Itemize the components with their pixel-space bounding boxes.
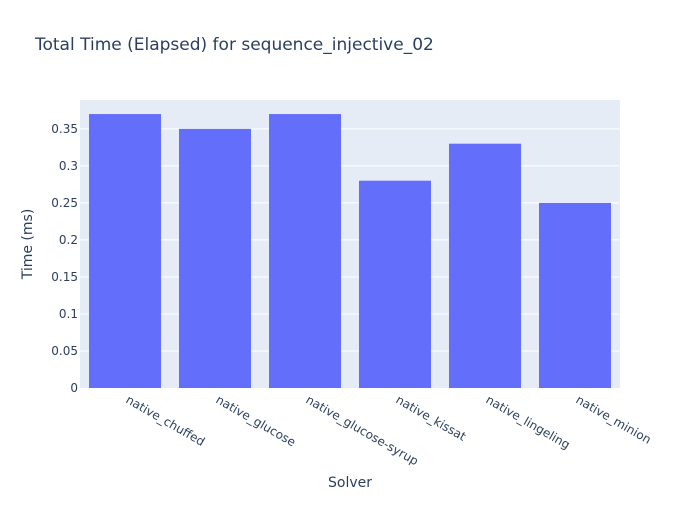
x-tick-label: native_kissat	[394, 392, 469, 443]
x-tick-label: native_lingeling	[484, 392, 573, 451]
chart-title: Total Time (Elapsed) for sequence_inject…	[34, 35, 434, 55]
x-tick-label: native_chuffed	[124, 392, 208, 448]
bar-native_minion[interactable]	[539, 202, 611, 388]
y-tick-label: 0.25	[51, 196, 78, 210]
bar-native_lingeling[interactable]	[449, 143, 521, 388]
y-tick-label: 0.05	[51, 344, 78, 358]
bar-native_chuffed[interactable]	[89, 114, 161, 389]
y-tick-label: 0	[70, 381, 78, 395]
y-axis-title: Time (ms)	[20, 209, 36, 281]
x-tick-label: native_glucose	[214, 392, 299, 449]
x-axis-ticks: native_chuffed native_glucose native_gluco…	[124, 392, 654, 468]
y-tick-label: 0.3	[59, 159, 78, 173]
x-axis-title: Solver	[328, 475, 372, 491]
y-tick-label: 0.1	[59, 307, 78, 321]
grid-lines	[80, 128, 620, 352]
y-tick-label: 0.35	[51, 122, 78, 136]
y-tick-label: 0.15	[51, 270, 78, 284]
bars	[89, 114, 611, 389]
plot-area	[80, 100, 620, 388]
x-tick-label: native_minion	[574, 392, 654, 446]
bar-native_glucose[interactable]	[179, 128, 251, 389]
bar-native_glucose-syrup[interactable]	[269, 114, 341, 389]
y-tick-label: 0.2	[59, 233, 78, 247]
y-axis-ticks: 0 0.05 0.1 0.15 0.2 0.25 0.3 0.35	[51, 122, 78, 395]
bar-native_kissat[interactable]	[359, 180, 431, 388]
